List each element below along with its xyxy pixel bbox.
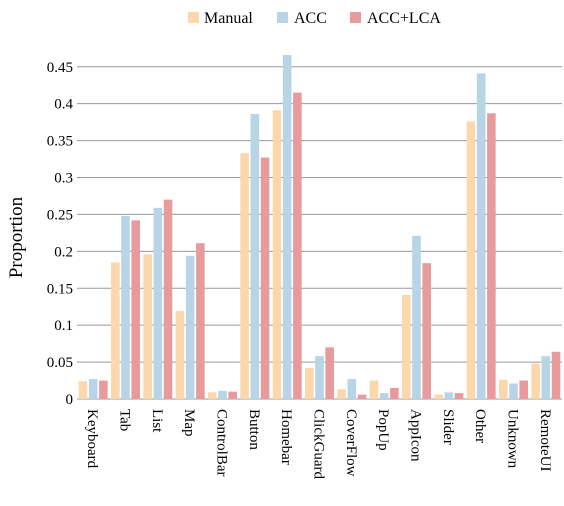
bar-acc-map: [185, 255, 195, 399]
legend-swatch: [277, 12, 288, 23]
bar-acc-controlbar: [218, 390, 227, 399]
y-tick-label: 0.25: [47, 207, 73, 223]
bar-acc-lca-homebar: [293, 92, 302, 399]
x-tick-label: ControlBar: [214, 409, 230, 477]
bar-manual-remoteui: [531, 363, 540, 399]
bar-acc-unknown: [509, 383, 518, 399]
y-tick-label: 0.35: [47, 134, 73, 150]
x-tick-label: Map: [181, 409, 197, 437]
bar-acc-lca-slider: [454, 393, 464, 399]
y-tick-label: 0: [66, 392, 74, 408]
y-tick-label: 0.4: [54, 97, 73, 113]
bar-acc-button: [250, 114, 260, 399]
bar-acc-lca-appicon: [422, 263, 431, 399]
x-tick-label: Slider: [440, 409, 456, 445]
x-tick-label: Tab: [117, 409, 133, 431]
y-tick-label: 0.15: [47, 281, 73, 297]
bar-manual-homebar: [272, 110, 282, 399]
bar-acc-coverflow: [347, 379, 357, 399]
y-axis-ticks: 0 0.05 0.1 0.15 0.2 0.25 0.3 0.35 0.4 0.45: [47, 60, 74, 408]
y-axis-title: Proportion: [6, 196, 27, 278]
bar-manual-controlbar: [208, 392, 217, 399]
bar-acc-popup: [379, 393, 389, 399]
y-tick-label: 0.3: [54, 171, 73, 187]
x-tick-label: PopUp: [375, 409, 391, 451]
bar-acc-slider: [444, 392, 454, 399]
bar-manual-tab: [111, 262, 120, 399]
legend: Manual ACC ACC+LCA: [188, 10, 441, 27]
x-axis-labels: Keyboard Tab List Map ControlBar Button Homeba…: [84, 409, 553, 479]
x-tick-label: Other: [472, 409, 488, 443]
bar-acc-lca-keyboard: [99, 380, 108, 399]
bar-manual-list: [143, 254, 152, 399]
bar-manual-map: [175, 311, 185, 399]
legend-label: ACC: [294, 10, 327, 27]
bar-acc-lca-remoteui: [551, 351, 561, 399]
y-tick-label: 0.1: [54, 318, 73, 334]
bar-manual-appicon: [402, 294, 411, 399]
bar-manual-keyboard: [78, 381, 88, 399]
x-tick-label: AppIcon: [408, 409, 424, 462]
bar-acc-lca-coverflow: [357, 394, 367, 399]
bar-manual-popup: [369, 380, 379, 399]
bar-acc-other: [476, 73, 486, 399]
legend-label: ACC+LCA: [367, 10, 441, 27]
bar-manual-unknown: [499, 379, 508, 399]
bar-acc-keyboard: [88, 379, 98, 399]
legend-swatch: [350, 12, 361, 23]
x-tick-label: Keyboard: [84, 409, 100, 469]
bar-acc-list: [153, 207, 163, 399]
x-tick-label: ClickGuard: [311, 409, 327, 479]
bar-acc-lca-button: [260, 157, 270, 399]
y-tick-label: 0.05: [47, 355, 73, 371]
x-tick-label: CoverFlow: [343, 409, 359, 477]
bar-acc-lca-other: [487, 113, 496, 400]
legend-label: Manual: [204, 10, 253, 27]
x-tick-label: Homebar: [278, 409, 294, 465]
bar-manual-slider: [434, 394, 443, 399]
bar-acc-lca-popup: [390, 387, 399, 399]
bar-acc-lca-map: [196, 243, 205, 399]
legend-swatch: [188, 12, 199, 23]
bar-acc-lca-controlbar: [228, 391, 237, 399]
bars: [78, 54, 561, 400]
bar-acc-lca-tab: [131, 220, 140, 399]
x-tick-label: Unknown: [505, 409, 521, 469]
bar-acc-remoteui: [541, 356, 551, 399]
bar-manual-button: [240, 153, 249, 399]
bar-acc-tab: [121, 215, 130, 399]
bar-acc-appicon: [412, 235, 421, 399]
x-tick-label: RemoteUI: [537, 409, 553, 471]
bar-acc-lca-clickguard: [325, 347, 334, 399]
y-tick-label: 0.45: [47, 60, 73, 76]
bar-acc-lca-list: [163, 199, 173, 399]
bar-acc-lca-unknown: [519, 380, 528, 399]
bar-manual-other: [466, 121, 476, 400]
bar-manual-clickguard: [305, 367, 314, 399]
x-tick-label: Button: [246, 409, 262, 450]
bar-acc-homebar: [282, 54, 292, 400]
y-tick-label: 0.2: [54, 244, 73, 260]
bar-acc-clickguard: [315, 356, 324, 399]
bar-manual-coverflow: [337, 389, 346, 399]
x-tick-label: List: [149, 409, 165, 433]
